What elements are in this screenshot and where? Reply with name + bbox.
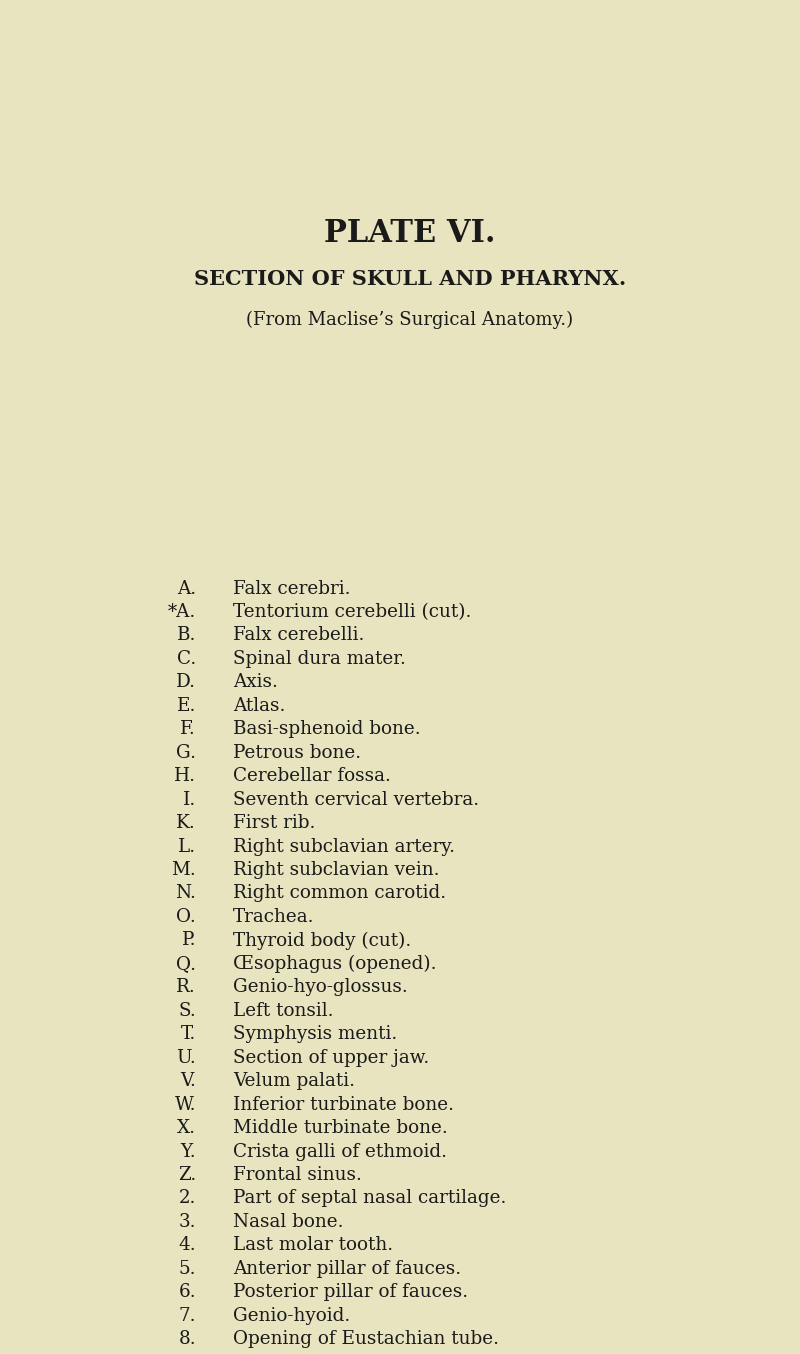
Text: 8.: 8. — [178, 1330, 196, 1349]
Text: Seventh cervical vertebra.: Seventh cervical vertebra. — [234, 791, 479, 808]
Text: Section of upper jaw.: Section of upper jaw. — [234, 1049, 430, 1067]
Text: Falx cerebri.: Falx cerebri. — [234, 580, 350, 597]
Text: Part of septal nasal cartilage.: Part of septal nasal cartilage. — [234, 1189, 506, 1208]
Text: Q.: Q. — [176, 955, 196, 972]
Text: 3.: 3. — [178, 1213, 196, 1231]
Text: X.: X. — [177, 1118, 196, 1137]
Text: N.: N. — [175, 884, 196, 903]
Text: B.: B. — [177, 627, 196, 645]
Text: Anterior pillar of fauces.: Anterior pillar of fauces. — [234, 1259, 462, 1278]
Text: 7.: 7. — [178, 1307, 196, 1324]
Text: H.: H. — [174, 768, 196, 785]
Text: C.: C. — [177, 650, 196, 668]
Text: T.: T. — [181, 1025, 196, 1043]
Text: Falx cerebelli.: Falx cerebelli. — [234, 627, 365, 645]
Text: L.: L. — [178, 838, 196, 856]
Text: 4.: 4. — [178, 1236, 196, 1254]
Text: Genio-hyoid.: Genio-hyoid. — [234, 1307, 350, 1324]
Text: Nasal bone.: Nasal bone. — [234, 1213, 344, 1231]
Text: Right subclavian artery.: Right subclavian artery. — [234, 838, 455, 856]
Text: Genio-hyo-glossus.: Genio-hyo-glossus. — [234, 979, 408, 997]
Text: R.: R. — [176, 979, 196, 997]
Text: S.: S. — [178, 1002, 196, 1020]
Text: V.: V. — [180, 1072, 196, 1090]
Text: M.: M. — [171, 861, 196, 879]
Text: P.: P. — [182, 932, 196, 949]
Text: Last molar tooth.: Last molar tooth. — [234, 1236, 394, 1254]
Text: Axis.: Axis. — [234, 673, 278, 692]
Text: D.: D. — [176, 673, 196, 692]
Text: U.: U. — [176, 1049, 196, 1067]
Text: Posterior pillar of fauces.: Posterior pillar of fauces. — [234, 1284, 469, 1301]
Text: Tentorium cerebelli (cut).: Tentorium cerebelli (cut). — [234, 603, 472, 621]
Text: Middle turbinate bone.: Middle turbinate bone. — [234, 1118, 448, 1137]
Text: Right subclavian vein.: Right subclavian vein. — [234, 861, 440, 879]
Text: O.: O. — [176, 909, 196, 926]
Text: Symphysis menti.: Symphysis menti. — [234, 1025, 398, 1043]
Text: *A.: *A. — [168, 603, 196, 621]
Text: Spinal dura mater.: Spinal dura mater. — [234, 650, 406, 668]
Text: Basi-sphenoid bone.: Basi-sphenoid bone. — [234, 720, 421, 738]
Text: Thyroid body (cut).: Thyroid body (cut). — [234, 932, 411, 949]
Text: 5.: 5. — [178, 1259, 196, 1278]
Text: W.: W. — [174, 1095, 196, 1113]
Text: First rib.: First rib. — [234, 814, 316, 833]
Text: E.: E. — [177, 697, 196, 715]
Text: F.: F. — [180, 720, 196, 738]
Text: Atlas.: Atlas. — [234, 697, 286, 715]
Text: SECTION OF SKULL AND PHARYNX.: SECTION OF SKULL AND PHARYNX. — [194, 269, 626, 288]
Text: I.: I. — [183, 791, 196, 808]
Text: Petrous bone.: Petrous bone. — [234, 743, 362, 762]
Text: 2.: 2. — [178, 1189, 196, 1208]
Text: Trachea.: Trachea. — [234, 909, 315, 926]
Text: Œsophagus (opened).: Œsophagus (opened). — [234, 955, 437, 974]
Text: Z.: Z. — [178, 1166, 196, 1183]
Text: Opening of Eustachian tube.: Opening of Eustachian tube. — [234, 1330, 499, 1349]
Text: Y.: Y. — [181, 1143, 196, 1160]
Text: Left tonsil.: Left tonsil. — [234, 1002, 334, 1020]
Text: Cerebellar fossa.: Cerebellar fossa. — [234, 768, 391, 785]
Text: Inferior turbinate bone.: Inferior turbinate bone. — [234, 1095, 454, 1113]
Text: Right common carotid.: Right common carotid. — [234, 884, 446, 903]
Text: G.: G. — [176, 743, 196, 762]
Text: K.: K. — [176, 814, 196, 833]
Text: PLATE VI.: PLATE VI. — [324, 218, 496, 249]
Text: 6.: 6. — [178, 1284, 196, 1301]
Text: A.: A. — [177, 580, 196, 597]
Text: Frontal sinus.: Frontal sinus. — [234, 1166, 362, 1183]
Text: Crista galli of ethmoid.: Crista galli of ethmoid. — [234, 1143, 447, 1160]
Text: (From Maclise’s Surgical Anatomy.): (From Maclise’s Surgical Anatomy.) — [246, 310, 574, 329]
Text: Velum palati.: Velum palati. — [234, 1072, 355, 1090]
